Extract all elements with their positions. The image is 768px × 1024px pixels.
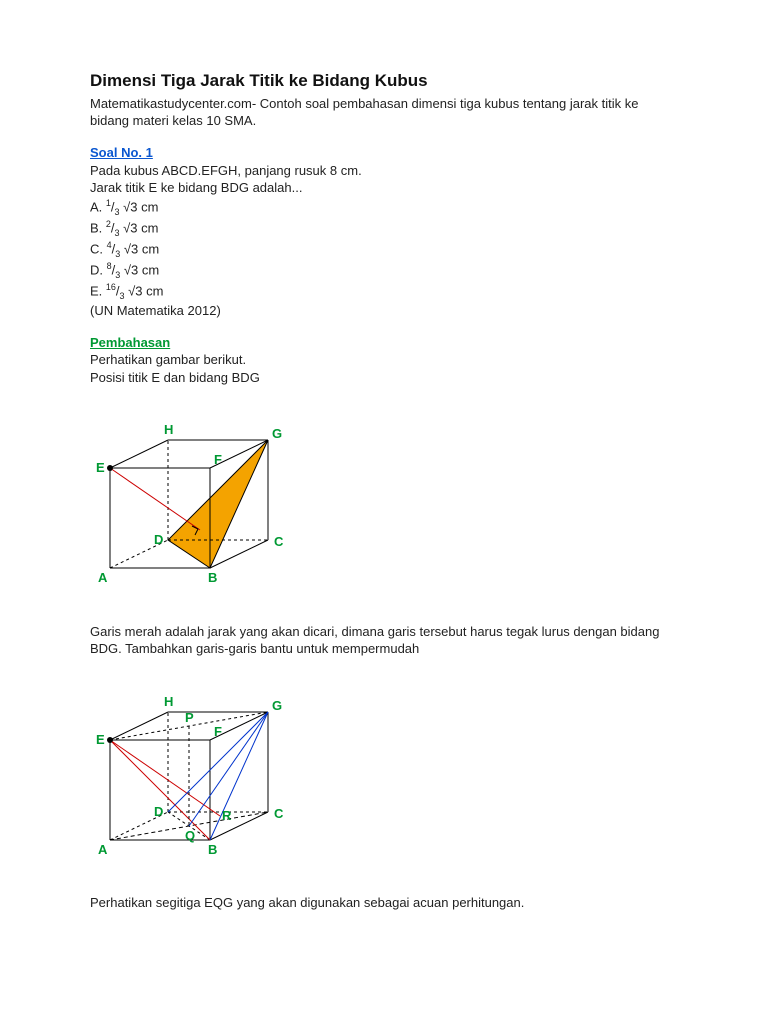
choice-B: B. 2/3 √3 cm <box>90 218 678 239</box>
svg-text:A: A <box>98 570 108 585</box>
pembahasan-line-2: Posisi titik E dan bidang BDG <box>90 369 678 387</box>
end-text: Perhatikan segitiga EQG yang akan diguna… <box>90 894 678 912</box>
svg-text:F: F <box>214 724 222 739</box>
choice-E: E. 16/3 √3 cm <box>90 281 678 302</box>
svg-text:D: D <box>154 532 163 547</box>
pembahasan-heading: Pembahasan <box>90 334 678 352</box>
source: (UN Matematika 2012) <box>90 302 678 320</box>
svg-text:G: G <box>272 698 282 713</box>
choice-D: D. 8/3 √3 cm <box>90 260 678 281</box>
soal-line-1: Pada kubus ABCD.EFGH, panjang rusuk 8 cm… <box>90 162 678 180</box>
svg-text:H: H <box>164 694 173 709</box>
svg-text:H: H <box>164 422 173 437</box>
figure-1: A B C D E F G H <box>90 400 678 605</box>
figure-2: A B C D E F G HP Q R <box>90 672 678 877</box>
soal-line-2: Jarak titik E ke bidang BDG adalah... <box>90 179 678 197</box>
intro-text: Matematikastudycenter.com- Contoh soal p… <box>90 95 678 130</box>
svg-text:Q: Q <box>185 828 195 843</box>
svg-text:B: B <box>208 842 217 857</box>
svg-text:P: P <box>185 710 194 725</box>
svg-text:E: E <box>96 732 105 747</box>
svg-text:B: B <box>208 570 217 585</box>
soal-heading: Soal No. 1 <box>90 144 678 162</box>
choice-C: C. 4/3 √3 cm <box>90 239 678 260</box>
pembahasan-line-1: Perhatikan gambar berikut. <box>90 351 678 369</box>
mid-text: Garis merah adalah jarak yang akan dicar… <box>90 623 678 658</box>
svg-text:G: G <box>272 426 282 441</box>
svg-text:E: E <box>96 460 105 475</box>
svg-text:C: C <box>274 534 284 549</box>
page-title: Dimensi Tiga Jarak Titik ke Bidang Kubus <box>90 70 678 93</box>
svg-text:R: R <box>222 808 232 823</box>
svg-text:A: A <box>98 842 108 857</box>
svg-text:F: F <box>214 452 222 467</box>
choice-A: A. 1/3 √3 cm <box>90 197 678 218</box>
svg-text:C: C <box>274 806 284 821</box>
svg-text:D: D <box>154 804 163 819</box>
